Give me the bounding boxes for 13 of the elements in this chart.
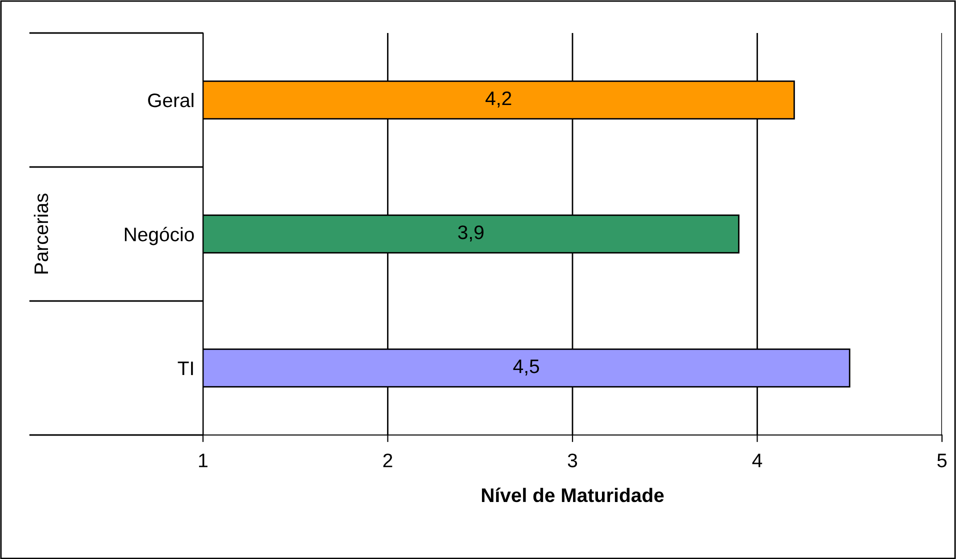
x-tick-label: 1 <box>199 454 208 468</box>
x-tick-label: 5 <box>937 454 947 468</box>
y-axis-title: Parcerias <box>34 194 48 274</box>
y-tick-label: Geral <box>148 92 194 108</box>
x-axis-title: Nível de Maturidade <box>482 488 664 502</box>
y-tick-label: TI <box>178 362 193 376</box>
y-tick-label: Negócio <box>124 226 194 246</box>
data-label: 4,2 <box>486 91 512 108</box>
data-label: 4,5 <box>513 360 540 376</box>
x-tick-label: 4 <box>752 454 762 468</box>
x-tick-label: 2 <box>383 454 392 468</box>
x-tick-label: 3 <box>568 454 578 468</box>
data-label: 3,9 <box>458 225 484 242</box>
